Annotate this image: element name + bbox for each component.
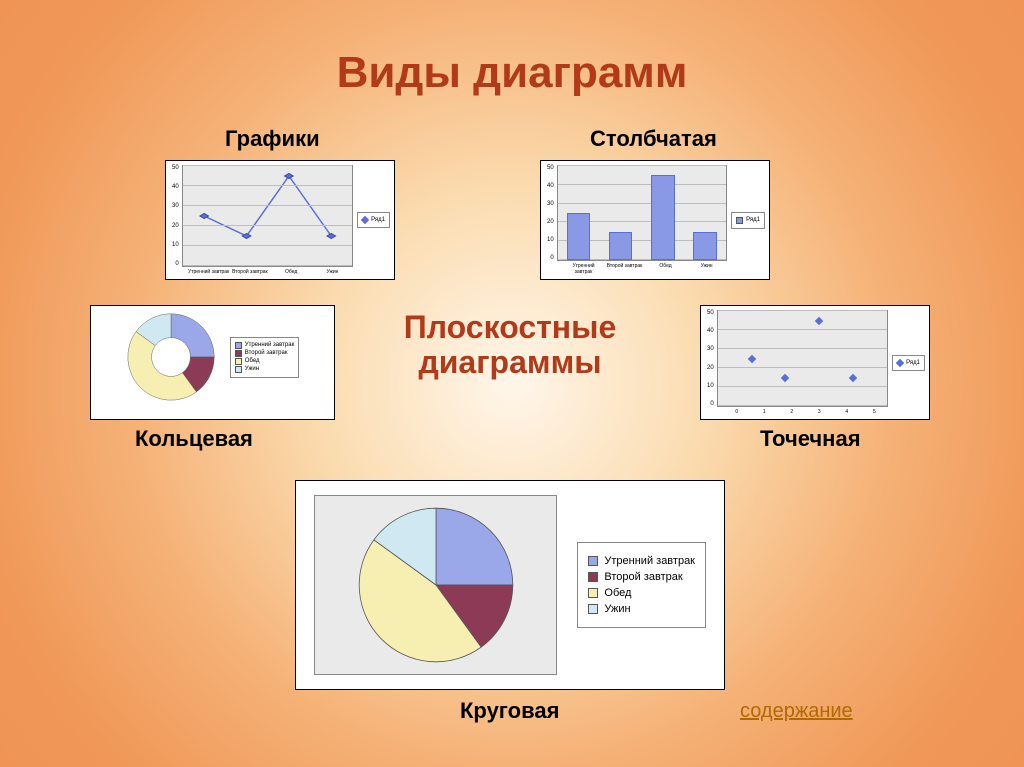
bar-plot: [557, 165, 727, 261]
scatter-legend: Ряд1: [892, 355, 925, 371]
line-yaxis: 01020304050: [170, 165, 182, 267]
toc-link[interactable]: содержание: [740, 700, 853, 723]
bar-yaxis: 01020304050: [545, 165, 557, 261]
scatter-plot: [717, 310, 888, 407]
pie-chart: [356, 505, 516, 665]
diamond-icon: [361, 216, 369, 224]
line-legend: Ряд1: [357, 212, 390, 228]
bar-legend-label: Ряд1: [746, 217, 760, 223]
label-pie: Круговая: [460, 698, 559, 724]
scatter-chart-panel: 01020304050 012345 Ряд1: [700, 305, 930, 420]
square-icon: [736, 217, 743, 224]
donut-chart-panel: Утренний завтракВторой завтракОбедУжин: [90, 305, 335, 420]
scatter-xaxis: 012345: [723, 407, 888, 415]
slide-content: Виды диаграмм Плоскостные диаграммы Граф…: [0, 0, 1024, 767]
label-scatter: Точечная: [760, 426, 861, 452]
line-plot: [182, 165, 353, 267]
donut-legend: Утренний завтракВторой завтракОбедУжин: [230, 337, 299, 378]
line-chart-panel: 01020304050 Утренний завтракВторой завтр…: [165, 160, 395, 280]
pie-plot-bg: [314, 495, 557, 675]
main-title: Виды диаграмм: [0, 48, 1024, 98]
sub-title: Плоскостные диаграммы: [355, 310, 665, 380]
bar-legend: Ряд1: [731, 212, 765, 229]
scatter-legend-label: Ряд1: [906, 360, 920, 366]
bar-chart-panel: 01020304050 Утренний завтракВторой завтр…: [540, 160, 770, 280]
label-line: Графики: [225, 126, 320, 152]
diamond-icon: [896, 358, 904, 366]
line-xaxis: Утренний завтракВторой завтракОбедУжин: [188, 267, 353, 275]
bar-xaxis: Утренний завтракВторой завтракОбедУжин: [563, 261, 727, 275]
line-legend-label: Ряд1: [371, 217, 385, 223]
label-donut: Кольцевая: [135, 426, 253, 452]
label-bar: Столбчатая: [590, 126, 717, 152]
scatter-yaxis: 01020304050: [705, 310, 717, 407]
donut-chart: [126, 312, 216, 402]
pie-legend: Утренний завтракВторой завтракОбедУжин: [577, 542, 706, 628]
pie-chart-panel: Утренний завтракВторой завтракОбедУжин: [295, 480, 725, 690]
